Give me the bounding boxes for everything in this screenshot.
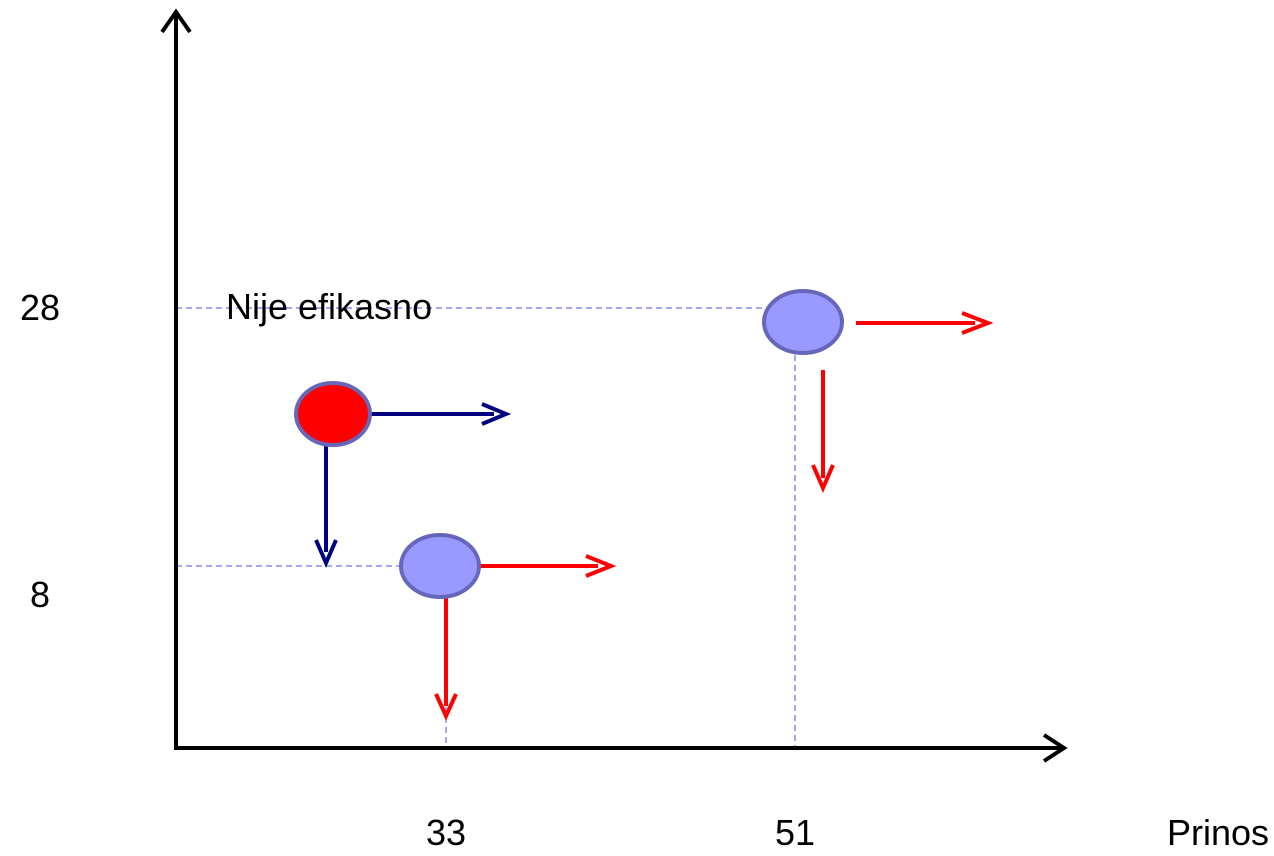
y-tick-28: 28 <box>20 287 60 328</box>
x-axis-label: Prinos <box>1167 812 1269 853</box>
x-axis-arrowhead <box>1042 733 1068 763</box>
point-efficient-51-28 <box>762 289 844 355</box>
arrowhead-right-point-51-28 <box>961 311 994 335</box>
y-tick-8: 8 <box>30 574 50 615</box>
arrowhead-down-point-33-8 <box>434 693 458 721</box>
arrowhead-down-inefficient <box>314 539 338 569</box>
x-tick-33: 33 <box>426 812 466 853</box>
point-efficient-33-8 <box>399 533 481 599</box>
arrowhead-right-point-33-8 <box>585 554 617 578</box>
annotation-not-efficient: Nije efikasno <box>226 286 432 327</box>
point-inefficient <box>294 381 372 447</box>
y-axis-arrowhead <box>160 8 192 34</box>
arrowhead-down-point-51-28 <box>811 464 835 494</box>
arrowhead-right-inefficient <box>481 402 512 426</box>
x-tick-51: 51 <box>775 812 815 853</box>
